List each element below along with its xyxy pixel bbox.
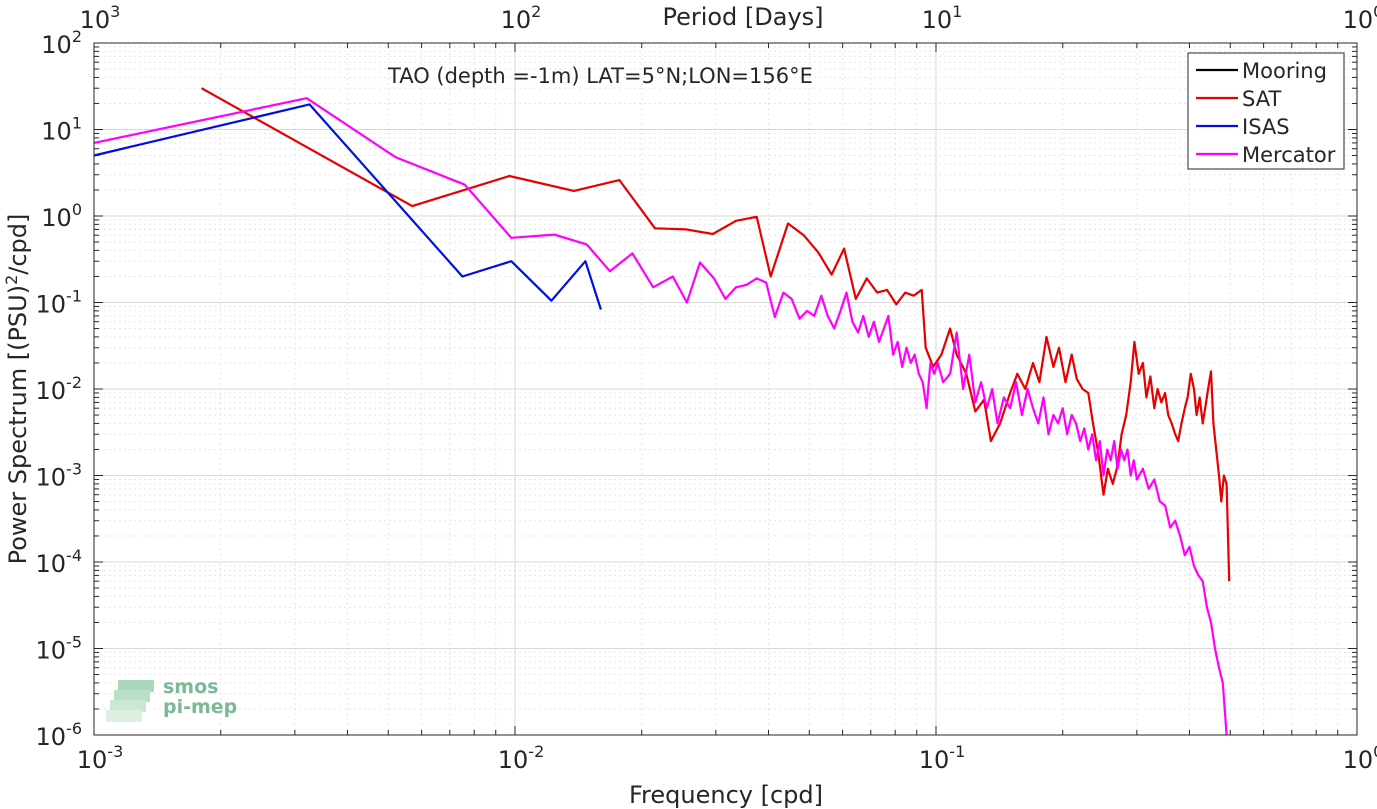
y-axis-title-tail: /cpd] xyxy=(4,214,32,275)
logo-text-pi-mep: pi-mep xyxy=(163,696,237,718)
top-x-tick-label: 103 xyxy=(80,2,121,34)
y-tick-label: 101 xyxy=(41,114,82,146)
y-tick-label: 10-6 xyxy=(36,719,83,751)
x-axis-title: Frequency [cpd] xyxy=(629,781,823,809)
top-x-tick-label: 102 xyxy=(501,2,542,34)
legend: Mooring SAT ISAS Mercator xyxy=(1187,52,1345,170)
tick-labels: 10-310-210-110010310210110010-610-510-41… xyxy=(36,2,1377,774)
legend-label-mercator: Mercator xyxy=(1242,143,1336,167)
legend-label-isas: ISAS xyxy=(1242,115,1290,139)
top-x-tick-label: 101 xyxy=(922,2,963,34)
legend-label-mooring: Mooring xyxy=(1242,59,1327,83)
y-tick-label: 100 xyxy=(41,200,82,232)
y-axis-title: Power Spectrum [(PSU)2/cpd] xyxy=(2,214,32,565)
x-tick-label: 100 xyxy=(1343,742,1377,774)
y-tick-label: 102 xyxy=(41,27,82,59)
y-tick-label: 10-4 xyxy=(36,546,83,578)
legend-label-sat: SAT xyxy=(1242,87,1281,111)
y-tick-label: 10-3 xyxy=(36,460,83,492)
series-line-sat xyxy=(200,87,1231,582)
series-line-isas xyxy=(93,103,602,310)
legend-box xyxy=(1187,52,1345,170)
chart-title: TAO (depth =-1m) LAT=5°N;LON=156°E xyxy=(387,64,813,88)
logo-text-smos: smos xyxy=(163,676,218,698)
axis-ticks xyxy=(93,43,1357,736)
plot-frame xyxy=(93,42,1358,736)
y-axis-title-exponent: 2 xyxy=(2,275,21,285)
smos-pi-mep-logo: smos pi-mep xyxy=(106,676,237,722)
top-x-tick-label: 100 xyxy=(1343,2,1377,34)
y-axis-title-main: Power Spectrum [(PSU) xyxy=(4,285,32,564)
x-tick-label: 10-3 xyxy=(77,742,124,774)
y-tick-label: 10-2 xyxy=(36,373,83,405)
series-lines xyxy=(93,87,1231,736)
x-tick-label: 10-2 xyxy=(498,742,545,774)
y-tick-label: 10-5 xyxy=(36,633,83,665)
y-tick-label: 10-1 xyxy=(36,287,83,319)
series-line-mercator xyxy=(93,97,1228,736)
x-tick-label: 10-1 xyxy=(919,742,966,774)
top-axis-title: Period [Days] xyxy=(662,3,823,31)
